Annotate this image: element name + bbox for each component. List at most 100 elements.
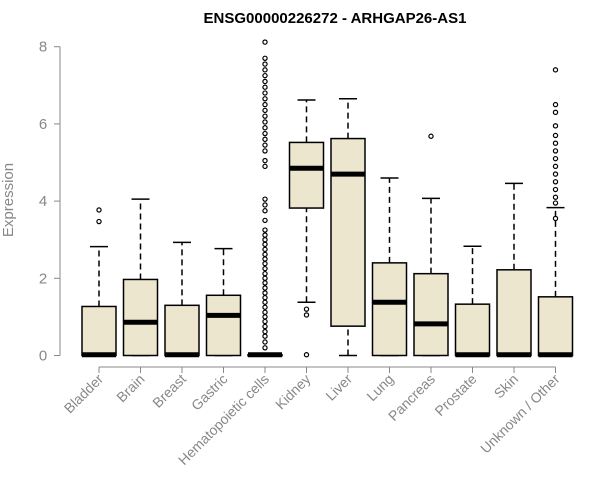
outlier-point bbox=[262, 246, 268, 253]
outlier-point bbox=[428, 133, 434, 139]
outlier-point bbox=[96, 218, 102, 225]
outlier-point bbox=[262, 227, 268, 233]
box bbox=[537, 296, 574, 357]
y-axis-label: Expression bbox=[0, 163, 17, 237]
outlier-point bbox=[262, 163, 268, 170]
outlier-point bbox=[262, 256, 268, 262]
outlier-point bbox=[262, 304, 268, 310]
outlier-point bbox=[262, 90, 268, 96]
x-tick-label: Skin bbox=[491, 371, 522, 402]
outlier-point bbox=[262, 328, 268, 335]
outlier-point bbox=[262, 290, 268, 296]
outlier-point bbox=[262, 275, 268, 281]
outlier-point bbox=[303, 312, 310, 318]
box bbox=[330, 137, 366, 327]
outlier-point bbox=[262, 299, 268, 305]
outlier-point bbox=[552, 132, 559, 139]
outlier-point bbox=[262, 72, 268, 79]
x-tick-label: Lung bbox=[363, 371, 396, 404]
outlier-point bbox=[262, 84, 268, 90]
outlier-point bbox=[262, 67, 268, 73]
box bbox=[371, 262, 408, 357]
box bbox=[164, 304, 200, 357]
outlier-point bbox=[262, 270, 268, 277]
x-tick-label: Unknown / Other bbox=[477, 371, 563, 457]
outlier-point bbox=[552, 109, 559, 116]
box bbox=[496, 269, 532, 357]
outlier-point bbox=[262, 260, 268, 267]
outlier-point bbox=[552, 186, 559, 193]
outlier-point bbox=[262, 323, 268, 330]
outlier-point bbox=[303, 352, 310, 358]
x-tick-label: Prostate bbox=[431, 371, 479, 419]
outlier-point bbox=[262, 232, 268, 238]
outlier-point bbox=[552, 67, 559, 73]
outlier-point bbox=[262, 217, 268, 224]
outlier-point bbox=[262, 119, 268, 125]
outlier-point bbox=[552, 171, 559, 177]
outlier-point bbox=[552, 179, 559, 185]
outlier-point bbox=[552, 194, 559, 200]
outlier-point bbox=[262, 202, 268, 208]
box bbox=[288, 141, 325, 209]
y-tick-label: 6 bbox=[39, 116, 47, 133]
outlier-point bbox=[552, 148, 559, 154]
outlier-point bbox=[262, 196, 268, 202]
outlier-point bbox=[552, 140, 559, 146]
outlier-point bbox=[262, 285, 268, 291]
outlier-point bbox=[552, 123, 559, 129]
outlier-point bbox=[262, 294, 268, 301]
outlier-point bbox=[303, 306, 310, 312]
outlier-point bbox=[262, 148, 268, 154]
box bbox=[413, 272, 449, 357]
outlier-point bbox=[552, 101, 559, 108]
box bbox=[81, 305, 117, 357]
outlier-point bbox=[262, 236, 268, 243]
outlier-point bbox=[262, 113, 268, 119]
outlier-point bbox=[262, 345, 268, 351]
outlier-point bbox=[262, 208, 268, 214]
outlier-point bbox=[552, 163, 559, 170]
y-tick-label: 2 bbox=[39, 270, 47, 287]
outlier-point bbox=[262, 339, 268, 345]
outlier-point bbox=[262, 55, 268, 61]
outlier-point bbox=[262, 39, 268, 45]
outlier-point bbox=[262, 101, 268, 108]
outlier-point bbox=[262, 309, 268, 315]
outlier-point bbox=[552, 155, 559, 162]
box bbox=[205, 294, 242, 357]
outlier-point bbox=[262, 96, 268, 102]
outlier-point bbox=[262, 142, 268, 148]
outlier-point bbox=[262, 318, 268, 325]
outlier-point bbox=[262, 241, 268, 248]
x-tick-label: Liver bbox=[322, 371, 355, 404]
outlier-point bbox=[262, 314, 268, 320]
x-tick-label: Kidney bbox=[272, 371, 314, 413]
outlier-point bbox=[262, 125, 268, 131]
y-tick-label: 4 bbox=[39, 193, 47, 210]
box bbox=[122, 278, 159, 357]
x-tick-label: Brain bbox=[113, 371, 147, 405]
outlier-point bbox=[262, 157, 268, 164]
x-tick-label: Bladder bbox=[61, 371, 107, 417]
x-tick-label: Breast bbox=[149, 371, 189, 411]
box bbox=[454, 303, 491, 357]
outlier-point bbox=[262, 61, 268, 67]
outlier-point bbox=[96, 207, 102, 213]
outlier-point bbox=[552, 215, 559, 222]
y-tick-label: 8 bbox=[39, 39, 47, 56]
outlier-point bbox=[552, 200, 559, 206]
outlier-point bbox=[262, 130, 268, 137]
outlier-point bbox=[262, 78, 268, 85]
outlier-point bbox=[262, 280, 268, 286]
outlier-point bbox=[262, 265, 268, 272]
outlier-point bbox=[262, 136, 268, 143]
chart-title: ENSG00000226272 - ARHGAP26-AS1 bbox=[204, 10, 467, 27]
outlier-point bbox=[262, 107, 268, 114]
y-tick-label: 0 bbox=[39, 348, 47, 365]
outlier-point bbox=[262, 251, 268, 258]
outlier-point bbox=[262, 333, 268, 339]
